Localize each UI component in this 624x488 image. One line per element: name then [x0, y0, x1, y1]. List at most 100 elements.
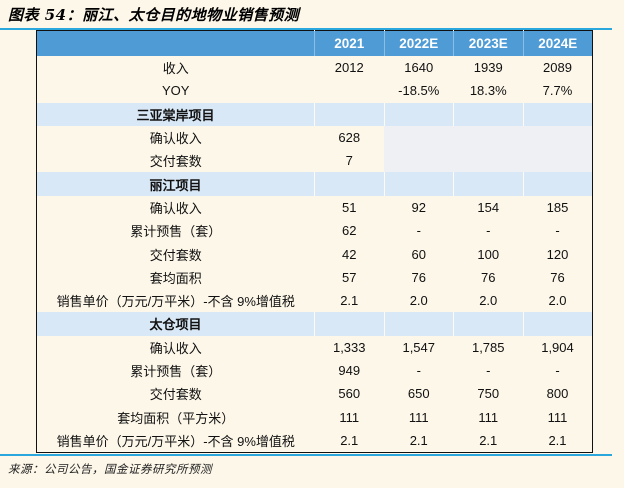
- value-cell: [384, 102, 454, 126]
- value-cell: [384, 312, 454, 336]
- value-cell: 750: [477, 386, 500, 402]
- value-cell: 111: [339, 409, 360, 425]
- row-label: 销售单价（万元/万平米）-不含 9%增值税: [56, 294, 295, 310]
- table-row: 套均面积 57 76 76 76: [37, 266, 593, 289]
- value-cell: 628: [338, 130, 361, 146]
- table-row: 交付套数 7: [37, 149, 593, 173]
- value-cell: 111: [547, 409, 568, 425]
- value-cell: 62: [342, 223, 357, 239]
- value-cell: 51: [342, 199, 357, 215]
- value-cell: 1,547: [402, 339, 436, 355]
- value-cell: [314, 172, 385, 196]
- value-cell: -18.5%: [398, 83, 440, 99]
- value-cell: 2.0: [548, 293, 567, 309]
- figure-title: 图表 54：丽江、太仓目的地物业销售预测: [8, 6, 300, 24]
- value-cell: 2.1: [340, 293, 359, 309]
- table-row: 累计预售（套） 949 - - -: [37, 359, 593, 382]
- header-row: 2021 2022E 2023E 2024E: [36, 30, 593, 56]
- value-cell: 650: [407, 386, 430, 402]
- table-row: 销售单价（万元/万平米）-不含 9%增值税 2.1 2.0 2.0 2.0: [37, 289, 593, 312]
- value-cell: 2.1: [409, 432, 428, 448]
- value-cell: 2.1: [340, 432, 359, 448]
- top-rule: [0, 28, 612, 30]
- section-row: 丽江项目: [36, 172, 593, 196]
- value-cell: [314, 312, 385, 336]
- table-header: 2021 2022E 2023E 2024E: [36, 30, 593, 56]
- section-row: 三亚棠岸项目: [36, 102, 593, 126]
- value-cell: 57: [342, 269, 357, 285]
- value-cell: 2089: [543, 60, 572, 76]
- value-cell: 800: [546, 386, 569, 402]
- row-label: 套均面积（平方米）: [117, 410, 235, 426]
- row-label: 确认收入: [149, 340, 202, 356]
- row-label: 交付套数: [149, 387, 202, 403]
- header-year-2021: 2021: [314, 30, 385, 56]
- value-cell: 1,904: [541, 339, 574, 355]
- row-label: 累计预售（套）: [130, 364, 222, 379]
- value-cell: 7: [345, 153, 353, 169]
- table-row: 交付套数 42 60 100 120: [37, 242, 593, 265]
- value-cell: [523, 172, 593, 196]
- table-row: 确认收入 51 92 154 185: [37, 196, 593, 219]
- value-cell: -: [416, 223, 421, 239]
- value-cell: -: [555, 223, 560, 239]
- value-cell: 7.7%: [542, 83, 573, 99]
- value-cell: 60: [411, 246, 426, 262]
- value-cell: -: [486, 223, 491, 239]
- header-year-2023E: 2023E: [453, 30, 524, 56]
- value-cell: 92: [411, 199, 426, 215]
- bottom-rule: [0, 454, 612, 456]
- value-cell: 120: [546, 246, 569, 262]
- value-cell: 1,333: [332, 339, 366, 355]
- value-cell: 1939: [473, 60, 503, 76]
- value-cell: -: [486, 363, 491, 378]
- value-cell: 100: [477, 246, 500, 262]
- row-label: 套均面积: [149, 270, 202, 286]
- table-row: 确认收入 628: [37, 125, 593, 150]
- value-cell: 42: [342, 246, 357, 262]
- value-cell: [523, 312, 593, 336]
- value-cell: [384, 149, 454, 173]
- value-cell: 111: [408, 409, 429, 425]
- value-cell: 18.3%: [469, 83, 507, 99]
- row-label: YOY: [162, 83, 190, 99]
- source-note: 来源：公司公告，国金证券研究所预测: [8, 462, 212, 476]
- value-cell: [384, 172, 454, 196]
- table-row: YOY -18.5% 18.3% 7.7%: [37, 79, 593, 102]
- table-row: 确认收入 1,333 1,547 1,785 1,904: [37, 336, 593, 359]
- header-label-cell: [36, 30, 315, 56]
- row-label: 销售单价（万元/万平米）-不含 9%增值税: [56, 433, 295, 449]
- row-label: 累计预售（套）: [130, 224, 222, 240]
- value-cell: [453, 125, 523, 150]
- row-label: 交付套数: [149, 154, 202, 170]
- value-cell: 76: [411, 269, 426, 285]
- header-year-2024E: 2024E: [523, 30, 593, 56]
- section-label: 太仓项目: [36, 312, 315, 336]
- value-cell: [453, 172, 524, 196]
- section-label: 三亚棠岸项目: [36, 102, 315, 126]
- table-row: 销售单价（万元/万平米）-不含 9%增值税 2.1 2.1 2.1 2.1: [37, 429, 593, 453]
- value-cell: 76: [481, 269, 496, 285]
- value-cell: 76: [550, 269, 565, 285]
- row-label: 确认收入: [149, 200, 202, 216]
- value-cell: 2.0: [479, 293, 498, 309]
- value-cell: 1,785: [471, 339, 505, 355]
- value-cell: 2012: [334, 60, 364, 76]
- value-cell: 949: [338, 363, 361, 378]
- row-label: 确认收入: [149, 131, 202, 147]
- table-body: 收入 2012 1640 1939 2089 YOY -18.5% 18.3% 7.7% 三亚棠岸…: [36, 56, 593, 453]
- value-cell: -: [416, 363, 421, 378]
- value-cell: [314, 102, 385, 126]
- value-cell: [453, 102, 524, 126]
- section-row: 太仓项目: [36, 312, 593, 336]
- value-cell: [453, 312, 524, 336]
- section-label: 丽江项目: [36, 172, 315, 196]
- table-row: 收入 2012 1640 1939 2089: [37, 56, 593, 79]
- value-cell: 2.0: [409, 293, 428, 309]
- value-cell: [384, 125, 454, 150]
- value-cell: [523, 149, 593, 173]
- value-cell: 2.1: [479, 432, 498, 448]
- sales-forecast-table: 2021 2022E 2023E 2024E 收入 2012 1640 1939 2089 YO…: [36, 30, 593, 454]
- value-cell: 185: [546, 199, 569, 215]
- value-cell: [315, 79, 385, 102]
